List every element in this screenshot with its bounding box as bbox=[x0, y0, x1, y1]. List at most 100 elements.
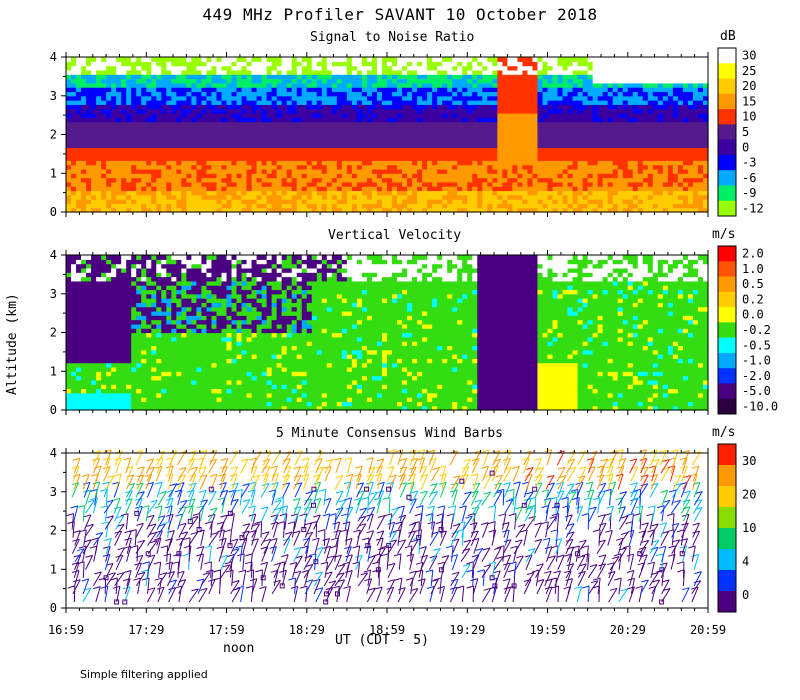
snr-cell bbox=[477, 181, 483, 187]
snr-cell bbox=[477, 143, 483, 149]
snr-cell bbox=[657, 156, 664, 161]
snr-cell bbox=[642, 199, 649, 204]
snr-cell bbox=[326, 203, 333, 209]
snr-cell bbox=[71, 69, 77, 75]
velocity-cell bbox=[101, 319, 107, 325]
snr-cell bbox=[527, 95, 534, 101]
snr-cell bbox=[472, 125, 478, 131]
velocity-cell bbox=[96, 319, 102, 325]
snr-cell bbox=[652, 78, 659, 84]
snr-cell bbox=[371, 147, 378, 153]
snr-cell bbox=[356, 117, 363, 123]
snr-cell bbox=[417, 156, 423, 161]
snr-cell bbox=[181, 173, 187, 179]
snr-cell bbox=[622, 186, 629, 192]
snr-cell bbox=[537, 130, 544, 136]
snr-cell bbox=[702, 134, 709, 140]
snr-cell bbox=[366, 207, 373, 213]
snr-cell bbox=[76, 100, 82, 105]
snr-cell bbox=[326, 104, 333, 110]
snr-cell bbox=[702, 168, 709, 174]
snr-cell bbox=[682, 134, 689, 140]
snr-cell bbox=[497, 181, 503, 187]
snr-cell bbox=[341, 121, 348, 127]
snr-cell bbox=[697, 207, 704, 213]
snr-cell bbox=[472, 100, 478, 105]
snr-cell bbox=[371, 112, 378, 118]
snr-cell bbox=[131, 74, 137, 80]
snr-cell bbox=[607, 203, 614, 209]
snr-cell bbox=[231, 181, 238, 187]
snr-cell bbox=[392, 57, 398, 62]
snr-cell bbox=[191, 95, 198, 101]
snr-cell bbox=[507, 95, 513, 101]
snr-cell bbox=[637, 203, 644, 209]
snr-cell bbox=[452, 69, 458, 75]
snr-cell bbox=[577, 57, 584, 62]
snr-cell bbox=[557, 194, 564, 200]
snr-cell bbox=[306, 207, 313, 213]
snr-cell bbox=[286, 138, 293, 144]
snr-cell bbox=[141, 61, 147, 67]
velocity-cell bbox=[111, 323, 117, 329]
velocity-cell bbox=[106, 358, 112, 364]
snr-cell bbox=[186, 74, 192, 80]
snr-cell bbox=[336, 95, 343, 101]
snr-cell bbox=[361, 203, 368, 209]
snr-cell bbox=[497, 78, 503, 84]
velocity-cell bbox=[81, 388, 87, 394]
snr-cell bbox=[447, 160, 453, 166]
snr-cell bbox=[311, 203, 318, 209]
snr-cell bbox=[642, 108, 649, 114]
snr-cell bbox=[407, 173, 413, 179]
snr-cell bbox=[562, 61, 569, 67]
snr-cell bbox=[602, 143, 609, 149]
snr-cell bbox=[106, 95, 112, 101]
snr-cell bbox=[156, 138, 162, 144]
snr-cell bbox=[567, 199, 574, 204]
snr-cell bbox=[201, 147, 208, 153]
snr-cell bbox=[246, 61, 253, 67]
snr-cell bbox=[136, 78, 142, 84]
snr-cell bbox=[321, 190, 328, 196]
snr-cell bbox=[361, 164, 368, 170]
snr-cell bbox=[366, 74, 373, 80]
snr-cell bbox=[296, 108, 303, 114]
snr-cell bbox=[246, 57, 253, 62]
snr-cell bbox=[562, 121, 569, 127]
snr-cell bbox=[356, 61, 363, 67]
snr-cell bbox=[251, 82, 258, 88]
snr-cell bbox=[537, 61, 544, 67]
snr-cell bbox=[627, 78, 634, 84]
snr-cell bbox=[412, 173, 418, 179]
snr-cell bbox=[191, 143, 198, 149]
velocity-cell bbox=[96, 388, 102, 394]
snr-cell bbox=[412, 151, 418, 157]
snr-cell bbox=[191, 104, 198, 110]
snr-cell bbox=[306, 173, 313, 179]
snr-cell bbox=[151, 121, 157, 127]
snr-cell bbox=[181, 177, 187, 183]
snr-cell bbox=[482, 199, 488, 204]
velocity-cell bbox=[71, 384, 77, 390]
snr-cell bbox=[276, 130, 283, 136]
snr-cell bbox=[206, 125, 213, 131]
snr-cell bbox=[111, 190, 117, 196]
snr-cell bbox=[662, 57, 669, 62]
velocity-cell bbox=[86, 315, 92, 321]
snr-cell bbox=[146, 74, 152, 80]
snr-cell bbox=[702, 74, 709, 80]
velocity-cell bbox=[106, 362, 112, 368]
snr-cell bbox=[186, 57, 192, 62]
snr-cell bbox=[597, 117, 604, 123]
snr-cell bbox=[652, 190, 659, 196]
snr-cell bbox=[692, 121, 699, 127]
snr-cell bbox=[542, 82, 549, 88]
snr-cell bbox=[196, 121, 203, 127]
velocity-cell bbox=[111, 397, 117, 402]
snr-cell bbox=[492, 74, 498, 80]
snr-cell bbox=[301, 160, 308, 166]
snr-cell bbox=[577, 186, 584, 192]
snr-cell bbox=[642, 112, 649, 118]
snr-cell bbox=[186, 147, 192, 153]
